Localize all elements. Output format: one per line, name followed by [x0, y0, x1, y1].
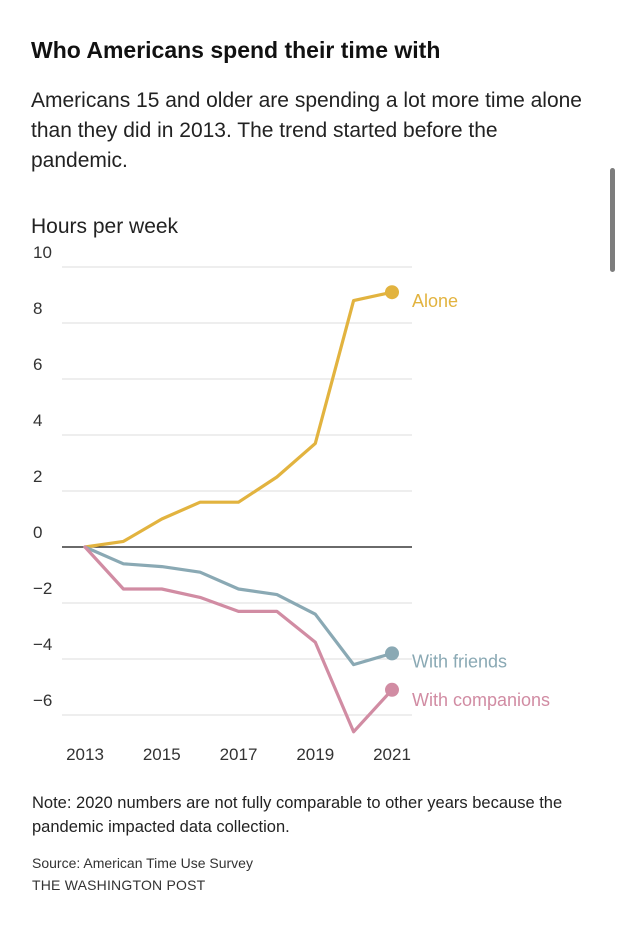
series-endpoint-with-friends — [385, 646, 399, 661]
series-labels: Alone With friends With companions — [412, 291, 550, 710]
x-tick-label: 2013 — [66, 745, 104, 764]
y-tick-label: 8 — [33, 299, 42, 318]
y-tick-label: −2 — [33, 579, 52, 598]
y-tick-labels: 10 8 6 4 2 0 −2 −4 −6 — [33, 243, 52, 710]
x-tick-label: 2021 — [373, 745, 411, 764]
series-endpoint-with-companions — [385, 682, 399, 697]
gridlines — [62, 266, 412, 716]
series-line-alone — [83, 290, 394, 549]
series-line-with-companions — [83, 545, 394, 734]
series-endpoint-alone — [385, 285, 399, 300]
series-label-with-friends: With friends — [412, 651, 507, 671]
y-tick-label: 2 — [33, 467, 42, 486]
y-tick-label: 6 — [33, 355, 42, 374]
chart-subtitle: Americans 15 and older are spending a lo… — [31, 89, 582, 172]
series-label-alone: Alone — [412, 291, 458, 311]
x-tick-label: 2015 — [143, 745, 181, 764]
y-tick-label: 10 — [33, 243, 52, 262]
x-tick-label: 2019 — [296, 745, 334, 764]
publisher-credit: THE WASHINGTON POST — [32, 877, 206, 893]
y-tick-label: −4 — [33, 635, 52, 654]
source-credit: Source: American Time Use Survey — [32, 855, 253, 871]
footnote: Note: 2020 numbers are not fully compara… — [32, 794, 563, 836]
x-tick-label: 2017 — [220, 745, 258, 764]
y-tick-label: 0 — [33, 523, 42, 542]
series-line-with-friends — [83, 545, 394, 667]
scrollbar[interactable] — [610, 168, 615, 272]
y-axis-label: Hours per week — [31, 215, 179, 238]
series-label-with-companions: With companions — [412, 690, 550, 710]
chart-title: Who Americans spend their time with — [31, 37, 441, 63]
x-tick-labels: 2013 2015 2017 2019 2021 — [66, 745, 411, 764]
y-tick-label: −6 — [33, 691, 52, 710]
series-lines — [83, 285, 399, 734]
y-tick-label: 4 — [33, 411, 42, 430]
